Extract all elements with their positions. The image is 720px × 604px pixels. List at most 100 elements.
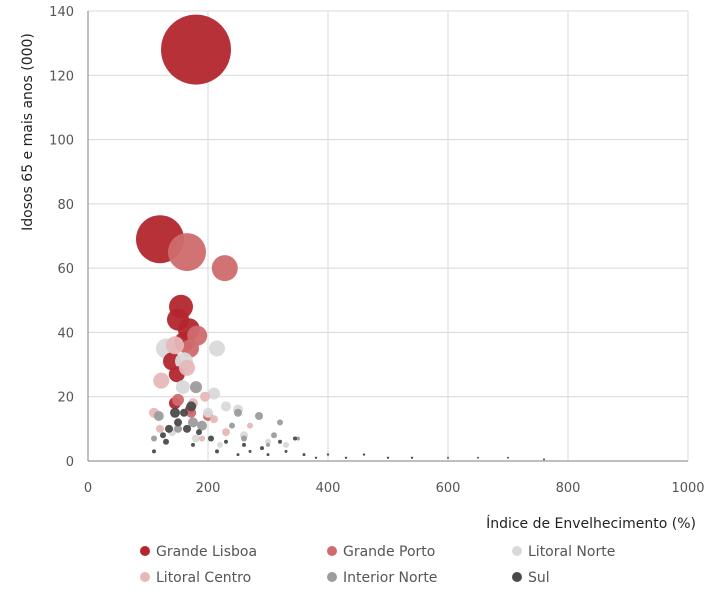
x-tick-label: 1000 [671, 481, 704, 496]
y-tick-label: 120 [49, 69, 74, 84]
bubble-litoral-centro [200, 391, 210, 402]
bubble-litoral-norte [192, 434, 200, 443]
bubble-sul [196, 429, 202, 436]
bubble-interior-norte [151, 435, 157, 442]
bubble-sul [180, 408, 188, 417]
axes: 0 20 40 60 80 100 120 140 0 200 400 600 800 1000 [49, 5, 704, 496]
bubble-litoral-centro [222, 428, 230, 437]
bubble-litoral-norte [265, 438, 271, 445]
bubble-sul [186, 401, 197, 412]
bubble-litoral-centro [166, 336, 184, 355]
x-axis-title: Índice de Envelhecimento (%) [486, 515, 696, 532]
legend-marker [512, 572, 522, 582]
bubble-sul [314, 456, 318, 459]
legend-marker [140, 546, 150, 556]
legend-item: Sul [512, 570, 550, 586]
bubble-interior-norte [271, 432, 277, 439]
bubble-sul [183, 424, 191, 433]
legend-marker [327, 572, 337, 582]
bubble-sul [477, 456, 479, 459]
bubble-sul [447, 456, 449, 459]
y-tick-label: 0 [66, 455, 74, 470]
bubble-grande-porto [211, 255, 238, 282]
y-tick-label: 140 [49, 5, 74, 20]
bubble-sul [242, 442, 246, 447]
bubble-sul [326, 453, 330, 456]
legend-label: Grande Lisboa [156, 544, 257, 560]
y-tick-label: 80 [57, 198, 74, 213]
y-tick-label: 60 [57, 262, 74, 277]
bubble-litoral-norte [175, 380, 190, 395]
bubble-sul [208, 435, 214, 442]
legend-marker [327, 546, 337, 556]
bubble-interior-norte [174, 424, 182, 433]
x-tick-label: 600 [436, 481, 461, 496]
legend-item: Grande Lisboa [140, 544, 257, 560]
bubble-litoral-norte [203, 407, 213, 418]
legend-marker [140, 572, 150, 582]
x-tick-label: 400 [316, 481, 341, 496]
bubble-sul [386, 456, 390, 459]
y-tick-label: 20 [57, 391, 74, 406]
bubble-sul [152, 449, 156, 454]
bubble-sul [170, 407, 180, 418]
bubble-litoral-norte [221, 401, 231, 412]
bubble-sul [543, 458, 545, 461]
legend-label: Sul [528, 570, 550, 586]
bubble-sul [302, 453, 306, 457]
legend: Grande Lisboa Grande Porto Litoral Norte Li… [140, 544, 615, 586]
bubble-litoral-centro [210, 415, 218, 424]
bubble-sul [507, 456, 509, 459]
bubble-interior-norte [153, 411, 164, 421]
bubble-litoral-norte [208, 387, 220, 400]
bubble-interior-norte [188, 417, 198, 428]
legend-item: Grande Porto [327, 544, 435, 560]
legend-label: Grande Porto [343, 544, 435, 560]
bubble-sul [266, 453, 270, 457]
bubble-interior-norte [229, 422, 235, 429]
bubble-litoral-centro [153, 372, 170, 389]
bubble-grande-lisboa [161, 14, 231, 85]
legend-item: Interior Norte [327, 570, 437, 586]
bubble-grande-porto [172, 393, 184, 406]
bubble-interior-norte [255, 412, 263, 420]
y-tick-label: 40 [57, 326, 74, 341]
bubble-sul [293, 436, 297, 441]
bubble-sul [278, 439, 282, 444]
bubble-interior-norte [277, 419, 283, 426]
bubble-sul [165, 424, 173, 433]
bubble-interior-norte [266, 442, 270, 447]
bubble-sul [410, 456, 414, 459]
bubble-litoral-centro [156, 424, 164, 433]
bubble-interior-norte [234, 408, 242, 417]
y-axis-title: Idosos 65 e mais anos (000) [20, 33, 36, 231]
bubble-litoral-norte [283, 441, 289, 448]
bubble-sul [191, 442, 195, 447]
legend-label: Interior Norte [343, 570, 437, 586]
legend-label: Litoral Norte [528, 544, 615, 560]
legend-item: Litoral Norte [512, 544, 615, 560]
bubble-litoral-norte [209, 340, 225, 357]
legend-item: Litoral Centro [140, 570, 251, 586]
bubble-grande-porto [168, 233, 206, 272]
bubble-interior-norte [190, 381, 202, 394]
bubble-interior-norte [197, 420, 207, 431]
bubble-litoral-norte [217, 441, 223, 448]
bubble-interior-norte [241, 435, 247, 442]
x-tick-label: 200 [196, 481, 221, 496]
bubble-sul [284, 449, 288, 453]
bubbles [136, 14, 545, 461]
bubble-interior-norte [296, 436, 300, 441]
legend-marker [512, 546, 522, 556]
x-tick-label: 0 [84, 481, 92, 496]
bubble-sul [362, 453, 366, 456]
legend-label: Litoral Centro [156, 570, 251, 586]
bubble-sul [224, 439, 228, 444]
bubble-sul [215, 449, 219, 454]
bubble-litoral-centro [247, 422, 253, 429]
bubble-litoral-centro [179, 359, 195, 376]
bubble-sul [163, 438, 169, 445]
bubble-litoral-centro [199, 435, 205, 442]
